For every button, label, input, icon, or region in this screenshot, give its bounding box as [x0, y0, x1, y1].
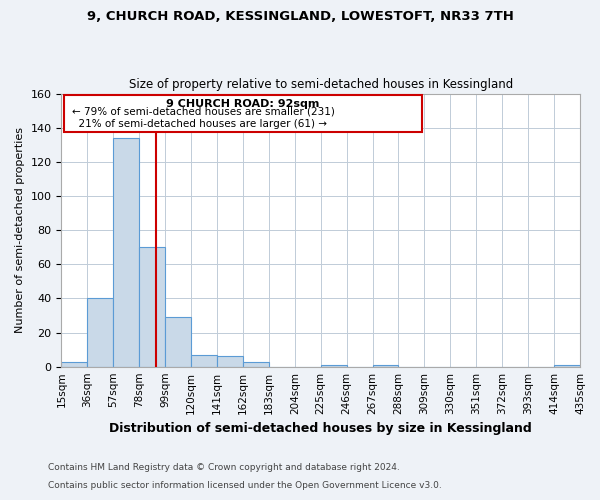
Bar: [243, 362, 269, 366]
Bar: [88, 298, 113, 366]
Text: 9, CHURCH ROAD, KESSINGLAND, LOWESTOFT, NR33 7TH: 9, CHURCH ROAD, KESSINGLAND, LOWESTOFT, …: [86, 10, 514, 23]
FancyBboxPatch shape: [64, 95, 422, 132]
Text: Contains HM Land Registry data © Crown copyright and database right 2024.: Contains HM Land Registry data © Crown c…: [48, 464, 400, 472]
Bar: [61, 362, 88, 366]
Bar: [139, 247, 165, 366]
Y-axis label: Number of semi-detached properties: Number of semi-detached properties: [15, 127, 25, 333]
Bar: [321, 365, 347, 366]
Bar: [191, 354, 217, 366]
Text: Contains public sector information licensed under the Open Government Licence v3: Contains public sector information licen…: [48, 481, 442, 490]
Text: 9 CHURCH ROAD: 92sqm: 9 CHURCH ROAD: 92sqm: [166, 99, 320, 109]
Bar: [373, 365, 398, 366]
X-axis label: Distribution of semi-detached houses by size in Kessingland: Distribution of semi-detached houses by …: [109, 422, 532, 435]
Bar: [165, 317, 191, 366]
Text: 21% of semi-detached houses are larger (61) →: 21% of semi-detached houses are larger (…: [72, 120, 327, 130]
Text: ← 79% of semi-detached houses are smaller (231): ← 79% of semi-detached houses are smalle…: [72, 106, 335, 117]
Bar: [113, 138, 139, 366]
Bar: [217, 356, 243, 366]
Title: Size of property relative to semi-detached houses in Kessingland: Size of property relative to semi-detach…: [128, 78, 513, 91]
Bar: [554, 365, 580, 366]
